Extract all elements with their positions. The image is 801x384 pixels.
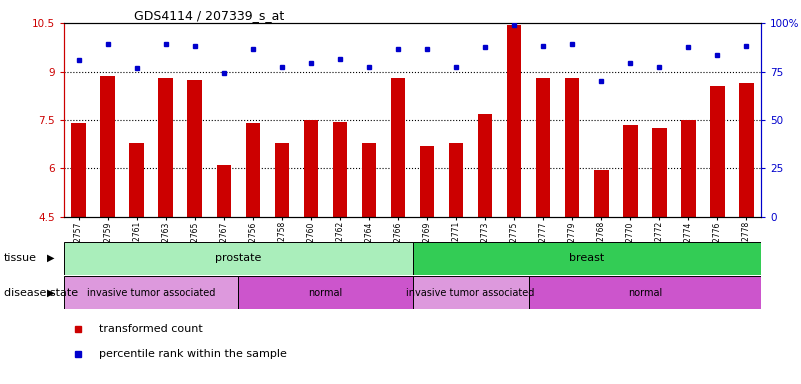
Bar [536,78,550,217]
Bar [246,123,260,217]
Text: ▶: ▶ [46,253,54,263]
Bar [652,128,666,217]
Bar [449,142,463,217]
Bar [391,78,405,217]
Bar [710,86,725,217]
Bar [529,276,761,309]
Bar [216,165,231,217]
Bar [565,78,579,217]
Bar [507,25,521,217]
Bar [478,114,493,217]
Text: ▶: ▶ [46,288,54,298]
Bar [594,170,609,217]
Bar [413,276,529,309]
Bar [71,123,86,217]
Bar [413,242,761,275]
Bar [362,142,376,217]
Bar [681,120,695,217]
Text: breast: breast [569,253,605,263]
Bar [64,276,238,309]
Text: invasive tumor associated: invasive tumor associated [406,288,535,298]
Bar [332,122,347,217]
Text: invasive tumor associated: invasive tumor associated [87,288,215,298]
Bar [420,146,434,217]
Bar [100,76,115,217]
Text: normal: normal [308,288,343,298]
Text: tissue: tissue [4,253,37,263]
Bar [238,276,413,309]
Text: normal: normal [628,288,662,298]
Bar [304,120,318,217]
Text: transformed count: transformed count [99,324,203,334]
Bar [739,83,754,217]
Bar [130,142,144,217]
Bar [623,125,638,217]
Text: GDS4114 / 207339_s_at: GDS4114 / 207339_s_at [134,9,284,22]
Bar [64,242,413,275]
Text: disease state: disease state [4,288,78,298]
Bar [159,78,173,217]
Bar [275,142,289,217]
Text: prostate: prostate [215,253,261,263]
Bar [187,79,202,217]
Text: percentile rank within the sample: percentile rank within the sample [99,349,287,359]
